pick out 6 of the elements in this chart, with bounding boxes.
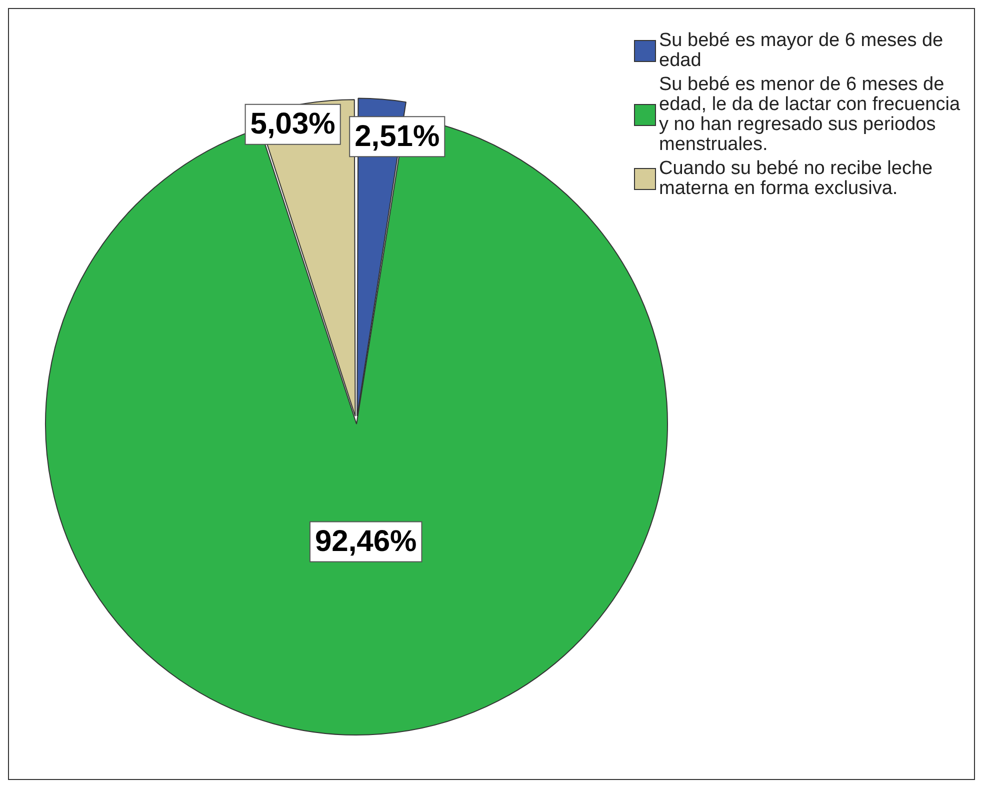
legend-label: Cuando su bebé no recibe leche materna en forma exclusiva. xyxy=(659,158,934,199)
legend-label: Su bebé es menor de 6 meses de edad, le da de lactar con frecuencia y no han regresado sus periodos menstruales. xyxy=(659,74,962,155)
legend-label: Su bebé es mayor de 6 meses de edad xyxy=(659,30,944,71)
data-label: 2,51% xyxy=(354,120,440,153)
data-label: 92,46% xyxy=(314,525,417,558)
data-label: 5,03% xyxy=(250,108,336,141)
